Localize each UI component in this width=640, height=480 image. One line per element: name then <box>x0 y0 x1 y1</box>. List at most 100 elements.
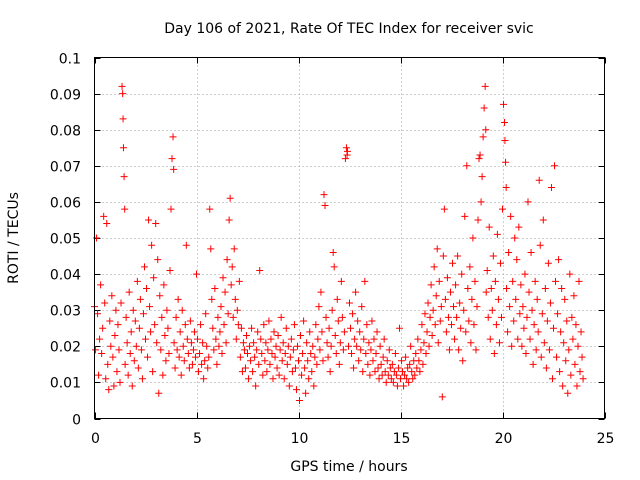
data-point <box>250 339 258 347</box>
data-point <box>389 378 397 386</box>
data-point <box>137 346 145 354</box>
data-point <box>341 155 349 163</box>
data-point <box>224 310 232 318</box>
data-point <box>476 151 484 159</box>
data-point <box>445 346 453 354</box>
data-point <box>305 375 313 383</box>
data-point <box>104 360 112 368</box>
data-point <box>178 306 186 314</box>
data-point <box>556 368 564 376</box>
data-point <box>109 353 117 361</box>
data-point <box>412 350 420 358</box>
data-point <box>443 274 451 282</box>
data-point <box>571 360 579 368</box>
data-point <box>513 256 521 264</box>
data-point <box>225 216 233 224</box>
data-point <box>145 216 153 224</box>
data-point <box>346 299 353 307</box>
data-point <box>246 342 254 350</box>
data-point <box>511 234 519 242</box>
data-point <box>313 360 321 368</box>
y-tick-label: 0.05 <box>50 232 81 248</box>
data-point <box>115 346 123 354</box>
data-point <box>490 350 498 358</box>
data-point <box>97 281 105 289</box>
data-point <box>387 375 395 383</box>
data-point <box>504 328 512 336</box>
data-point <box>132 342 140 350</box>
data-point <box>229 313 237 321</box>
data-point <box>573 382 581 390</box>
data-point <box>323 339 331 347</box>
data-point <box>272 342 280 350</box>
data-point <box>466 263 474 271</box>
data-point <box>164 324 172 332</box>
data-point <box>268 350 276 358</box>
data-point <box>567 371 575 379</box>
data-point <box>569 335 577 343</box>
data-point <box>518 342 526 350</box>
data-point <box>121 360 129 368</box>
data-point <box>193 270 200 278</box>
data-point <box>157 346 165 354</box>
data-point <box>386 364 394 372</box>
data-point <box>355 357 363 365</box>
data-point <box>167 205 175 213</box>
data-point <box>480 104 488 112</box>
data-point <box>138 375 146 383</box>
data-point <box>95 371 103 379</box>
data-point <box>150 274 158 282</box>
data-point <box>356 328 364 336</box>
data-point <box>527 248 535 256</box>
y-tick-label: 0.06 <box>50 196 81 212</box>
data-point <box>92 346 100 354</box>
data-point <box>510 317 518 325</box>
data-point <box>349 310 357 318</box>
data-point <box>300 317 308 325</box>
chart-title: Day 106 of 2021, Rate Of TEC Index for r… <box>164 21 534 37</box>
data-point <box>458 270 466 278</box>
data-point <box>554 310 562 318</box>
data-point <box>197 321 205 329</box>
data-point <box>128 382 136 390</box>
data-point <box>372 350 380 358</box>
data-point <box>303 339 311 347</box>
data-point <box>407 342 415 350</box>
data-point <box>335 360 343 368</box>
data-point <box>394 364 402 372</box>
data-point <box>523 313 531 321</box>
data-point <box>363 321 371 329</box>
data-point <box>99 324 107 332</box>
data-point <box>483 266 491 274</box>
data-point <box>158 313 166 321</box>
data-point <box>296 396 304 404</box>
data-point <box>553 353 561 361</box>
data-point <box>322 313 330 321</box>
data-point <box>176 328 184 336</box>
data-point <box>308 368 316 376</box>
data-point <box>127 328 135 336</box>
data-point <box>144 353 152 361</box>
data-point <box>339 346 347 354</box>
data-point <box>452 281 460 289</box>
data-point <box>96 335 104 343</box>
data-point <box>274 331 282 339</box>
y-tick-label: 0.04 <box>50 268 81 284</box>
data-point <box>485 223 493 231</box>
data-point <box>395 324 403 332</box>
data-point <box>470 321 478 329</box>
data-point <box>468 295 476 303</box>
data-point <box>454 252 462 260</box>
data-point <box>174 295 182 303</box>
data-point <box>208 295 216 303</box>
data-point <box>365 339 373 347</box>
data-point <box>392 371 400 379</box>
data-point <box>166 266 174 274</box>
data-point <box>360 335 368 343</box>
data-point <box>330 263 338 271</box>
data-point <box>446 288 454 296</box>
data-point <box>375 375 383 383</box>
data-point <box>420 339 428 347</box>
data-point <box>574 342 582 350</box>
